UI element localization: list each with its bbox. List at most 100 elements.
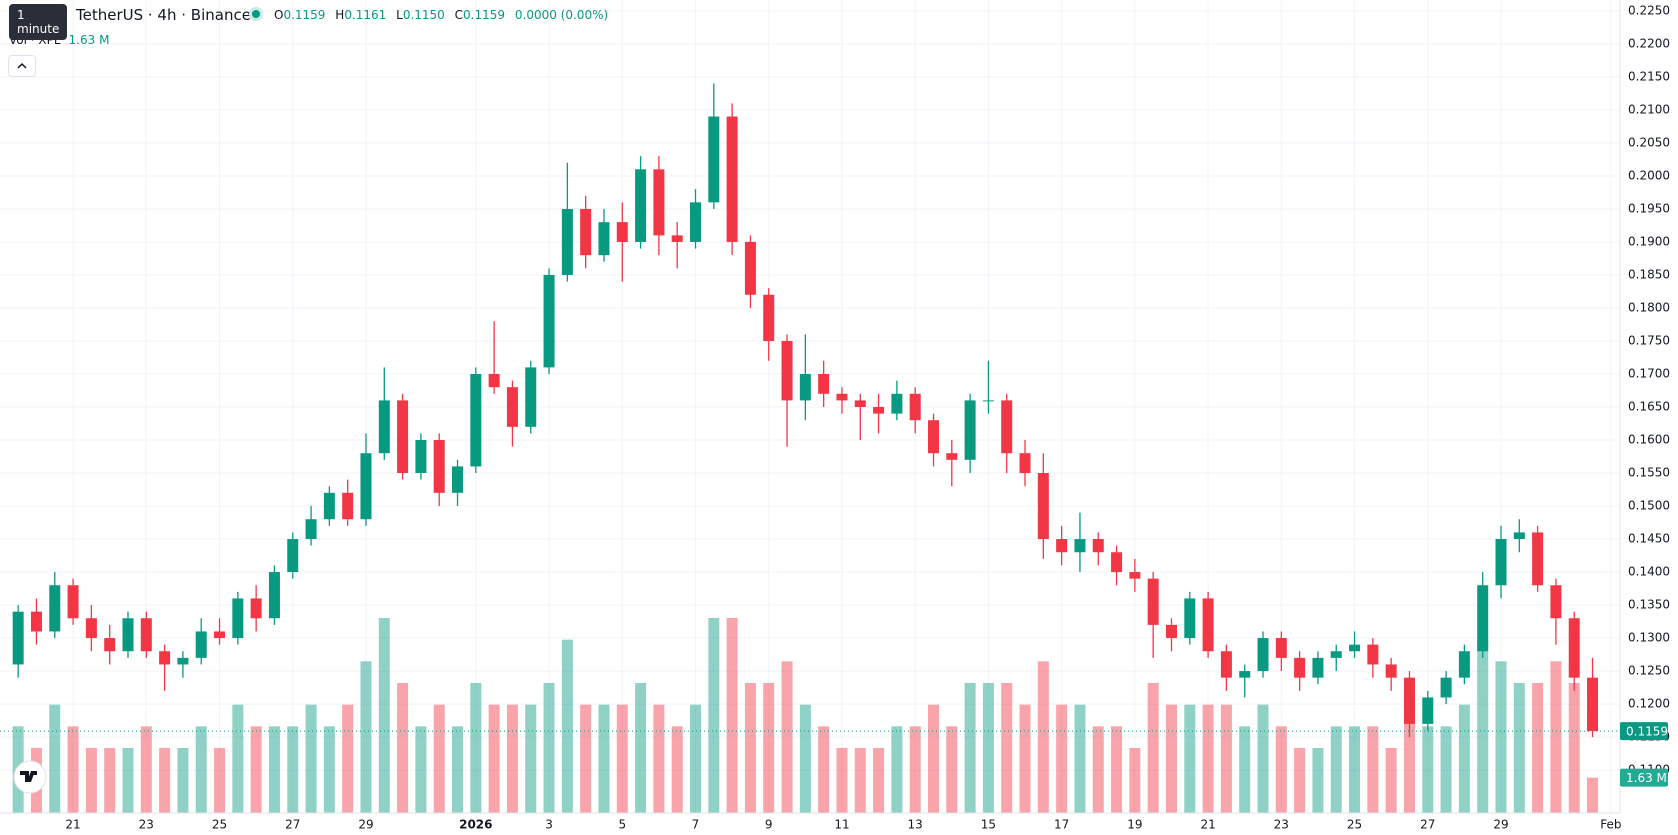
candle-body — [140, 618, 152, 652]
volume-bar — [1129, 748, 1141, 813]
volume-bar — [964, 683, 976, 813]
candle-body — [287, 539, 299, 573]
logo-mark — [20, 771, 37, 782]
x-tick-label: 27 — [1420, 818, 1435, 832]
y-tick-label: 0.1950 — [1628, 201, 1670, 215]
ohlc-key: L — [396, 8, 403, 22]
volume-bar — [1568, 683, 1580, 813]
y-tick-label: 0.2050 — [1628, 135, 1670, 149]
candle-body — [598, 222, 610, 256]
candle-body — [12, 611, 24, 665]
x-tick-label: 11 — [834, 818, 849, 832]
candle-body — [1037, 473, 1049, 540]
volume-bar — [543, 683, 555, 813]
volume-bar — [214, 748, 226, 813]
volume-bar — [927, 704, 939, 813]
candle-body — [323, 492, 335, 520]
volume-bar — [1074, 704, 1086, 813]
chevron — [17, 62, 27, 69]
candle-body — [1532, 532, 1544, 586]
volume-bar — [854, 748, 866, 813]
x-tick-label: 21 — [65, 818, 80, 832]
x-tick-label: 13 — [908, 818, 923, 832]
volume-bar — [433, 704, 445, 813]
y-tick-label: 0.2250 — [1628, 3, 1670, 17]
candle-body — [561, 208, 573, 275]
candle-body — [671, 235, 683, 242]
candle-body — [1330, 651, 1342, 658]
volume-bar — [305, 704, 317, 813]
status-dot — [252, 10, 260, 18]
x-tick-label: 27 — [285, 818, 300, 832]
volume-bar — [1458, 704, 1470, 813]
symbol-title[interactable]: TetherUS · 4h · Binance — [76, 6, 251, 24]
volume-bar — [287, 726, 299, 813]
candle-body — [1349, 644, 1361, 652]
candle-body — [177, 657, 189, 665]
candle-body — [1147, 578, 1159, 625]
candle-body — [1129, 572, 1141, 579]
volume-bar — [122, 748, 134, 813]
candles — [12, 83, 1599, 738]
volume-bar — [1239, 726, 1251, 813]
volume-bar — [1257, 704, 1269, 813]
y-tick-label: 0.1800 — [1628, 300, 1670, 314]
x-tick-label: 25 — [1347, 818, 1362, 832]
volume-bars — [12, 618, 1599, 813]
y-tick-label: 0.1650 — [1628, 400, 1670, 414]
candle-body — [415, 440, 427, 474]
collapse-button[interactable] — [8, 55, 36, 77]
candle-body — [726, 116, 738, 242]
candle-body — [30, 611, 42, 632]
volume-bar — [360, 661, 372, 813]
volume-bar — [323, 726, 335, 813]
candle-body — [525, 367, 537, 427]
y-tick-label: 0.1350 — [1628, 598, 1670, 612]
volume-bar — [415, 726, 427, 813]
candle-body — [964, 400, 976, 460]
volume-badge-label: 1.63 M — [1626, 771, 1667, 785]
volume-bar — [250, 726, 262, 813]
candle-body — [85, 618, 97, 639]
candle-body — [982, 400, 994, 402]
y-tick-label: 0.1850 — [1628, 267, 1670, 281]
y-tick-label: 0.1500 — [1628, 499, 1670, 513]
candle-body — [506, 387, 518, 427]
x-tick-label: 9 — [765, 818, 773, 832]
candle-body — [635, 169, 647, 242]
volume-bar — [561, 639, 573, 813]
volume-bar — [744, 683, 756, 813]
volume-bar — [1019, 704, 1031, 813]
candle-body — [1422, 697, 1434, 724]
candle-body — [452, 466, 464, 493]
volume-bar — [470, 683, 482, 813]
volume-bar — [1184, 704, 1196, 813]
volume-bar — [85, 748, 97, 813]
candle-body — [763, 294, 775, 341]
candle-body — [360, 453, 372, 520]
y-tick-label: 0.2100 — [1628, 102, 1670, 116]
volume-value: 1.63 M — [68, 33, 110, 47]
candle-body — [873, 407, 885, 414]
volume-bar — [1495, 661, 1507, 813]
price-badge — [1620, 722, 1668, 741]
candle-body — [781, 340, 793, 401]
volume-bar — [1275, 726, 1287, 813]
volume-bar — [1532, 683, 1544, 813]
volume-bar — [104, 748, 116, 813]
x-tick-label: 7 — [692, 818, 700, 832]
y-tick-label: 0.1200 — [1628, 697, 1670, 711]
candle-body — [1257, 638, 1269, 672]
x-tick-label: 23 — [1274, 818, 1289, 832]
candle-body — [1513, 532, 1525, 540]
candle-body — [744, 241, 756, 295]
candle-body — [342, 492, 354, 520]
candle-body — [268, 572, 280, 619]
candle-body — [946, 453, 958, 460]
candle-body — [1385, 664, 1397, 678]
ohlc-key: O — [274, 8, 284, 22]
candle-body — [305, 519, 317, 540]
volume-bar — [1111, 726, 1123, 813]
candle-body — [653, 169, 665, 236]
volume-bar — [982, 683, 994, 813]
